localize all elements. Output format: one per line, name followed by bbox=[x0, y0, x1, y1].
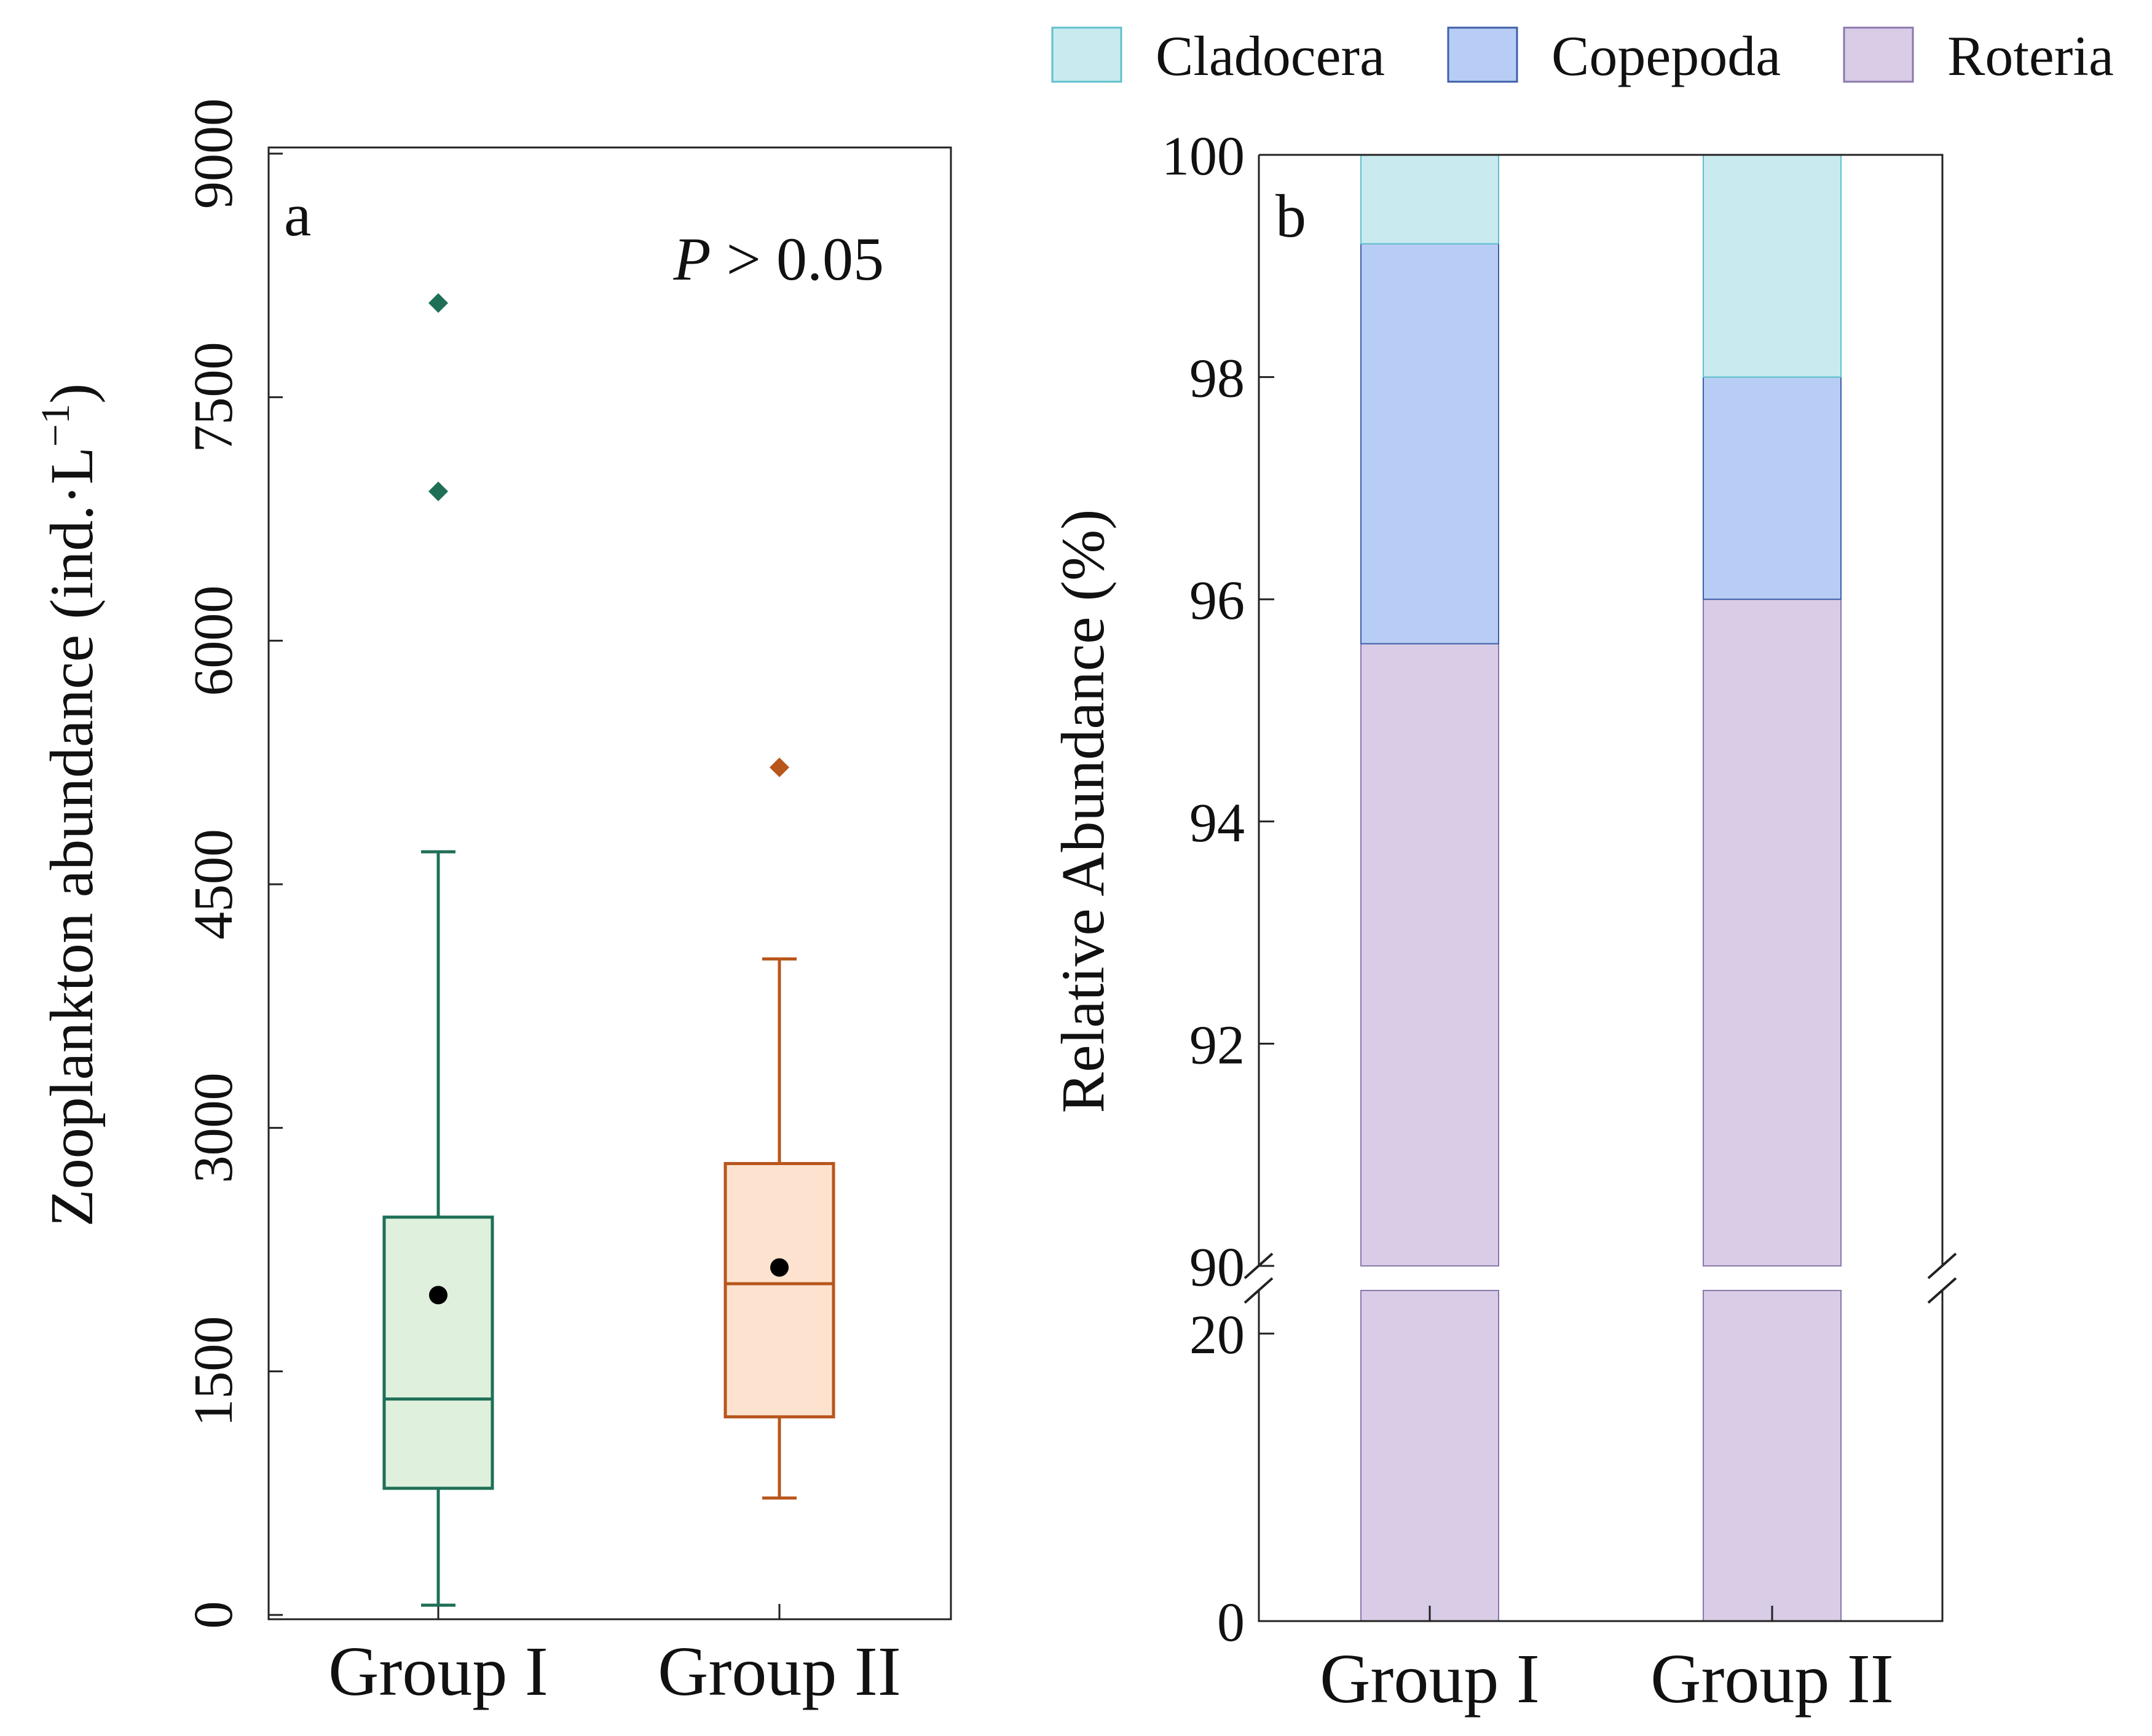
y-tick-label: 1500 bbox=[183, 1316, 244, 1427]
panel-a-y-label-text: Zooplankton abundance (ind.·L bbox=[37, 447, 106, 1227]
p-value-text: > 0.05 bbox=[711, 225, 884, 293]
bar-segment-copepoda bbox=[1703, 376, 1842, 600]
panel-a: a P > 0.05 0 1500 3000 4500 6000 7500 9000 Gro… bbox=[33, 98, 952, 1710]
legend: Cladocera Copepoda Roteria bbox=[1051, 25, 2114, 87]
y-tick-label: 3000 bbox=[183, 1072, 244, 1183]
axis-break-mark-right-top bbox=[1927, 1252, 1957, 1279]
iqr-box bbox=[382, 1216, 494, 1490]
panel-b-label: b bbox=[1275, 182, 1306, 250]
y-tick-label: 7500 bbox=[183, 342, 244, 452]
legend-swatch bbox=[1843, 26, 1914, 83]
axis-break-mark-right-bottom bbox=[1927, 1277, 1957, 1304]
y-tick-label: 20 bbox=[1189, 1305, 1245, 1365]
y-tick-label: 0 bbox=[183, 1601, 244, 1629]
bar-segment-cladocera bbox=[1703, 154, 1842, 378]
panel-a-y-label: Zooplankton abundance (ind.·L−1) bbox=[33, 383, 106, 1227]
panel-a-y-axis: 0 1500 3000 4500 6000 7500 9000 bbox=[183, 98, 283, 1629]
y-tick-label: 94 bbox=[1189, 793, 1245, 854]
legend-item-copepoda: Copepoda bbox=[1447, 25, 1781, 87]
p-value-annotation: P > 0.05 bbox=[673, 225, 885, 293]
outlier-point bbox=[428, 481, 448, 501]
box-1 bbox=[382, 293, 494, 1607]
stacked-bar-1 bbox=[1360, 154, 1499, 1622]
mean-point bbox=[429, 1286, 447, 1305]
box-2 bbox=[723, 757, 835, 1500]
y-tick-label: 96 bbox=[1189, 570, 1245, 631]
axis-break-mark-left-bottom bbox=[1244, 1277, 1274, 1304]
y-tick-label: 98 bbox=[1189, 348, 1245, 409]
panel-a-x-axis: Group I Group II bbox=[328, 1604, 901, 1710]
bar-segment-roteria-lower bbox=[1703, 1290, 1842, 1622]
panel-b-bars bbox=[1360, 154, 1842, 1622]
panel-a-boxes bbox=[382, 293, 835, 1607]
panel-b-x-axis: Group I Group II bbox=[1320, 1606, 1894, 1718]
panel-b-y-axis: 90 92 94 96 98 100 0 20 bbox=[1162, 126, 1274, 1653]
x-tick-label: Group II bbox=[658, 1632, 901, 1710]
legend-label: Roteria bbox=[1947, 25, 2114, 87]
bar-segment-roteria bbox=[1360, 643, 1499, 1267]
y-tick-label: 92 bbox=[1189, 1015, 1245, 1075]
outlier-point bbox=[428, 293, 448, 313]
stacked-bar-2 bbox=[1703, 154, 1842, 1622]
p-value-italic: P bbox=[673, 225, 711, 293]
panel-a-y-label-close: ) bbox=[37, 383, 106, 404]
y-tick-label: 9000 bbox=[183, 98, 244, 209]
bar-segment-cladocera bbox=[1360, 154, 1499, 245]
panel-a-y-label-superscript: −1 bbox=[33, 404, 78, 447]
bar-segment-copepoda bbox=[1360, 243, 1499, 645]
x-tick-label: Group I bbox=[328, 1632, 548, 1710]
legend-swatch bbox=[1051, 26, 1122, 83]
legend-label: Cladocera bbox=[1156, 25, 1385, 87]
panel-b-frame-upper bbox=[1259, 154, 1944, 1266]
axis-break-mark-left-top bbox=[1244, 1252, 1274, 1279]
y-tick-label: 100 bbox=[1162, 126, 1245, 187]
x-tick-label: Group II bbox=[1650, 1640, 1894, 1718]
panel-b: b 90 92 94 96 98 100 0 20 Group I Group II Relat… bbox=[1049, 25, 2114, 1718]
legend-swatch bbox=[1447, 26, 1518, 83]
panel-a-frame bbox=[267, 146, 952, 1620]
y-tick-label: 6000 bbox=[183, 586, 244, 696]
panel-a-label: a bbox=[284, 181, 311, 249]
x-tick-label: Group I bbox=[1320, 1640, 1540, 1718]
legend-item-roteria: Roteria bbox=[1843, 25, 2114, 87]
legend-label: Copepoda bbox=[1551, 25, 1781, 87]
bar-segment-roteria-lower bbox=[1360, 1290, 1499, 1622]
legend-item-cladocera: Cladocera bbox=[1051, 25, 1385, 87]
outlier-point bbox=[770, 757, 789, 777]
mean-point bbox=[770, 1258, 789, 1277]
y-tick-label: 90 bbox=[1189, 1237, 1245, 1298]
y-tick-label: 0 bbox=[1217, 1592, 1245, 1653]
panel-b-y-label: Relative Abundance (%) bbox=[1049, 509, 1117, 1113]
iqr-box bbox=[723, 1161, 835, 1419]
panel-b-frame-lower bbox=[1258, 1290, 1944, 1622]
bar-segment-roteria bbox=[1703, 599, 1842, 1267]
y-tick-label: 4500 bbox=[183, 829, 244, 940]
